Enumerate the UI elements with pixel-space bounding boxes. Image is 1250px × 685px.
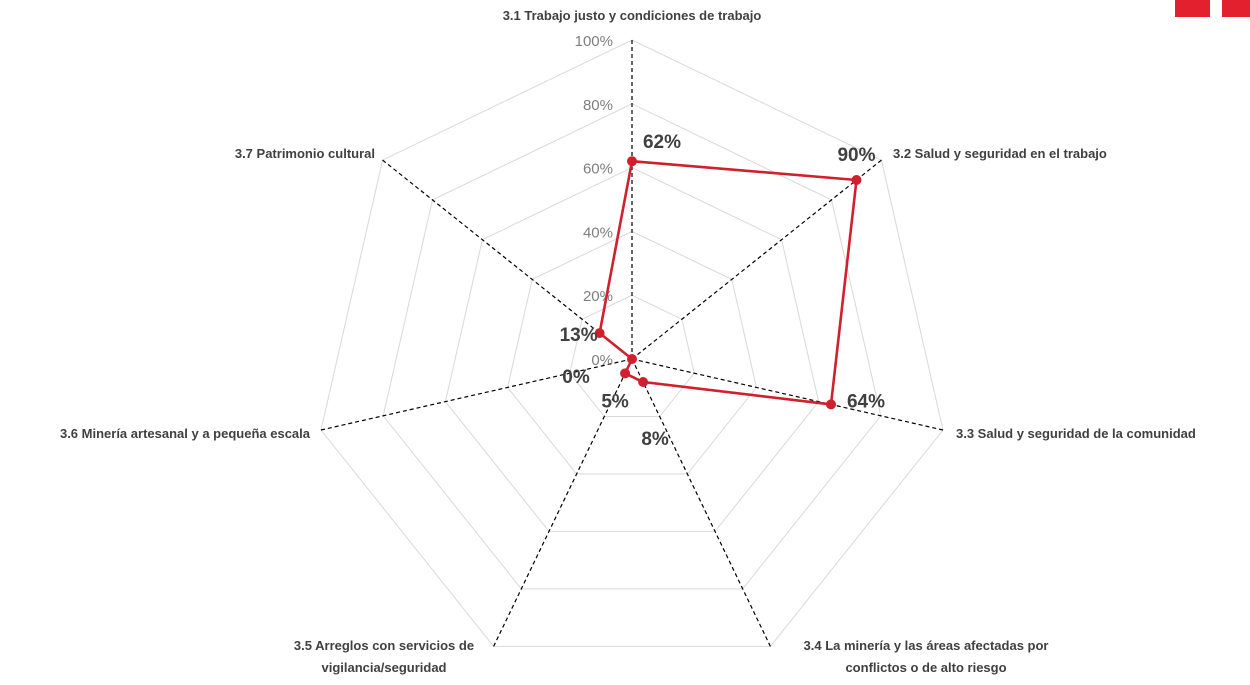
data-point [826, 399, 836, 410]
r-tick-label: 40% [583, 224, 613, 241]
category-label-4: 3.4 La minería y las áreas afectadas por… [804, 638, 1049, 675]
data-point [638, 377, 649, 387]
data-label: 64% [847, 391, 885, 412]
series-line [598, 159, 858, 406]
data-point [594, 328, 605, 339]
data-point [620, 368, 631, 379]
data-label: 90% [837, 145, 875, 166]
brand-accent-block-left [1175, 0, 1210, 17]
data-label-layer: 62% 90% 64% 8% 5% 0% 13% [560, 132, 886, 450]
spoke-layer [320, 40, 944, 647]
r-tick-label: 0% [591, 352, 613, 369]
grid-ring-80 [382, 103, 882, 590]
category-label-2: 3.2 Salud y seguridad en el trabajo [893, 146, 1107, 161]
grid-ring-20 [569, 294, 695, 417]
series-layer [594, 156, 862, 410]
spoke-2 [631, 159, 882, 360]
data-point [851, 175, 862, 185]
data-label: 8% [641, 429, 669, 450]
brand-accent-block-right [1222, 0, 1250, 17]
category-label-6: 3.6 Minería artesanal y a pequeña escala [60, 426, 311, 441]
data-label: 13% [560, 325, 598, 346]
grid-ring-100 [320, 39, 944, 647]
r-tick-label: 100% [575, 33, 613, 50]
category-label-7: 3.7 Patrimonio cultural [235, 146, 375, 161]
grid-ring-40 [507, 230, 757, 475]
category-label-5: 3.5 Arreglos con servicios de vigilancia/… [294, 638, 474, 675]
tick-label-layer: 0%20%40%60%80%100% [575, 33, 613, 369]
grid-ring-60 [444, 167, 820, 532]
spoke-4 [631, 358, 771, 647]
data-point [627, 156, 637, 167]
r-tick-label: 80% [583, 97, 613, 114]
data-label: 0% [562, 367, 590, 388]
category-label-layer: 3.1 Trabajo justo y condiciones de traba… [60, 8, 1196, 675]
category-label-3: 3.3 Salud y seguridad de la comunidad [956, 426, 1196, 441]
grid-layer [320, 39, 944, 647]
data-label: 62% [643, 132, 681, 153]
r-tick-label: 60% [583, 161, 613, 178]
data-label: 5% [601, 391, 629, 412]
data-point [627, 354, 637, 364]
spoke-3 [631, 358, 944, 431]
category-label-1: 3.1 Trabajo justo y condiciones de traba… [503, 8, 762, 23]
